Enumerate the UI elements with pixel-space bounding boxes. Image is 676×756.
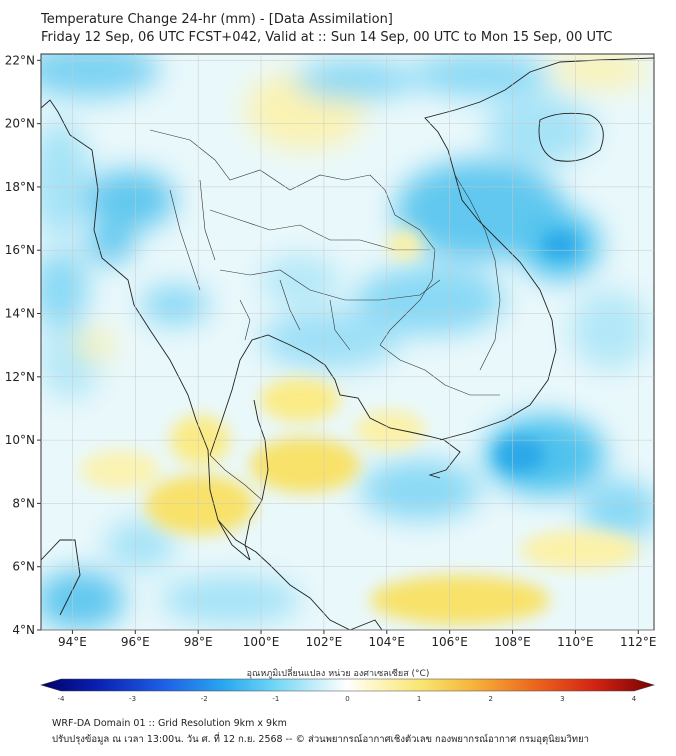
colorbar-tick-label: 3 [560, 695, 564, 703]
lat-label: 4°N [12, 623, 35, 637]
lat-label: 20°N [5, 117, 35, 131]
footer-model-info: WRF-DA Domain 01 :: Grid Resolution 9km … [52, 718, 287, 729]
lat-label: 16°N [5, 243, 35, 257]
colorbar-tick-label: 4 [632, 695, 637, 703]
colorbar-tick-label: -1 [272, 695, 279, 703]
lon-label: 100°E [243, 635, 280, 649]
colorbar-tick-label: 1 [417, 695, 421, 703]
footer-credit: ปรับปรุงข้อมูล ณ เวลา 13:00น. วัน ศ. ที่… [52, 734, 589, 745]
lat-label: 8°N [12, 496, 35, 510]
lon-label: 112°E [620, 635, 657, 649]
lon-label: 102°E [306, 635, 343, 649]
colorbar-tick-label: 0 [345, 695, 349, 703]
coastlines [41, 57, 654, 630]
lon-label: 94°E [58, 635, 87, 649]
map-title: Temperature Change 24-hr (mm) - [Data As… [41, 12, 393, 27]
colorbar-tick-label: -4 [58, 695, 66, 703]
colorbar-tick-label: -3 [129, 695, 136, 703]
lat-label: 12°N [5, 370, 35, 384]
lon-label: 110°E [557, 635, 594, 649]
lon-label: 98°E [184, 635, 213, 649]
colorbar: -4 -3 -2 -1 0 1 2 3 4 [39, 678, 656, 703]
lon-label: 104°E [369, 635, 406, 649]
map-subtitle: Friday 12 Sep, 06 UTC FCST+042, Valid at… [41, 30, 613, 45]
temperature-field [41, 54, 654, 630]
lon-label: 96°E [121, 635, 150, 649]
lat-label: 18°N [5, 180, 35, 194]
colorbar-tick-label: 2 [489, 695, 493, 703]
colorbar-ticks: -4 -3 -2 -1 0 1 2 3 4 [58, 695, 637, 703]
lat-label: 14°N [5, 307, 35, 321]
colorbar-tick-label: -2 [201, 695, 208, 703]
lon-label: 106°E [431, 635, 468, 649]
lat-label: 22°N [5, 53, 35, 67]
colorbar-bar [39, 678, 656, 692]
lat-label: 10°N [5, 433, 35, 447]
colorbar-label: อุณหภูมิเปลี่ยนแปลง หน่วย องศาเซลเซียส (… [246, 669, 430, 679]
lat-label: 6°N [12, 560, 35, 574]
latitude-labels: 22°N 20°N 18°N 16°N 14°N 12°N 10°N 8°N 6°N 4°N [5, 53, 41, 637]
longitude-labels: 94°E 96°E 98°E 100°E 102°E 104°E 106°E 108°E 110… [58, 630, 657, 649]
graticule [41, 54, 654, 631]
lon-label: 108°E [494, 635, 531, 649]
